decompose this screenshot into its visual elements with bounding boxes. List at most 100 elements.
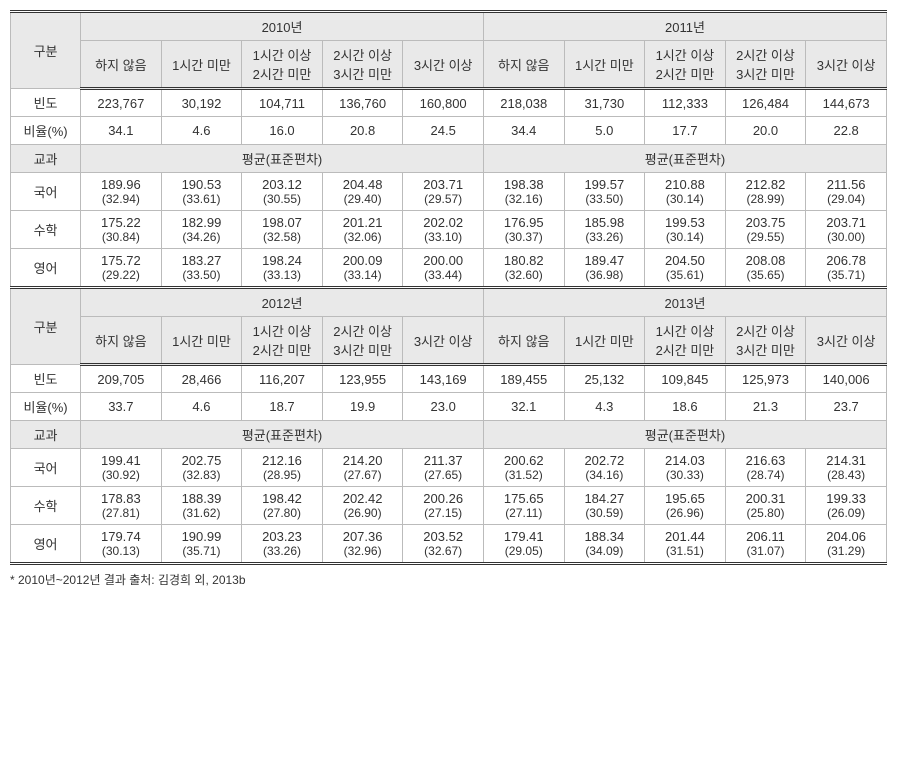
bucket-4: 3시간 이상 [806,317,887,365]
cell: 201.21(32.06) [322,211,403,249]
cell: 190.53(33.61) [161,173,242,211]
row-pct-label: 비율(%) [11,117,81,145]
cell: 182.99(34.26) [161,211,242,249]
cell: 104,711 [242,89,323,117]
cell: 180.82(32.60) [483,249,564,288]
cell: 214.03(30.33) [645,449,726,487]
cell: 203.23(33.26) [242,525,323,564]
bucket-1: 1시간 미만 [161,41,242,89]
cell: 208.08(35.65) [725,249,806,288]
cell: 21.3 [725,393,806,421]
mean-sd-header: 평균(표준편차) [81,421,484,449]
bucket-4: 3시간 이상 [806,41,887,89]
bucket-1: 1시간 미만 [564,41,645,89]
cell: 188.34(34.09) [564,525,645,564]
header-gubun: 구분 [11,288,81,365]
cell: 179.74(30.13) [81,525,162,564]
cell: 176.95(30.37) [483,211,564,249]
cell: 123,955 [322,365,403,393]
cell: 20.8 [322,117,403,145]
cell: 190.99(35.71) [161,525,242,564]
cell: 212.16(28.95) [242,449,323,487]
cell: 32.1 [483,393,564,421]
cell: 34.1 [81,117,162,145]
bucket-3: 2시간 이상3시간 미만 [322,317,403,365]
bucket-3: 2시간 이상3시간 미만 [725,317,806,365]
cell: 17.7 [645,117,726,145]
row-math-label: 수학 [11,487,81,525]
cell: 24.5 [403,117,484,145]
row-korean-label: 국어 [11,173,81,211]
bucket-1: 1시간 미만 [564,317,645,365]
bucket-2: 1시간 이상2시간 미만 [242,317,323,365]
cell: 203.12(30.55) [242,173,323,211]
cell: 200.31(25.80) [725,487,806,525]
cell: 199.33(26.09) [806,487,887,525]
cell: 198.42(27.80) [242,487,323,525]
mean-sd-header: 평균(표준편차) [483,421,886,449]
cell: 200.62(31.52) [483,449,564,487]
cell: 210.88(30.14) [645,173,726,211]
header-gubun: 구분 [11,12,81,89]
cell: 189,455 [483,365,564,393]
cell: 28,466 [161,365,242,393]
cell: 18.7 [242,393,323,421]
row-freq-label: 빈도 [11,365,81,393]
cell: 16.0 [242,117,323,145]
bucket-2: 1시간 이상2시간 미만 [645,317,726,365]
cell: 209,705 [81,365,162,393]
cell: 189.47(36.98) [564,249,645,288]
cell: 22.8 [806,117,887,145]
cell: 199.41(30.92) [81,449,162,487]
cell: 20.0 [725,117,806,145]
bucket-1: 1시간 미만 [161,317,242,365]
cell: 198.38(32.16) [483,173,564,211]
cell: 203.71(30.00) [806,211,887,249]
cell: 195.65(26.96) [645,487,726,525]
mean-sd-header: 평균(표준편차) [81,145,484,173]
bucket-3: 2시간 이상3시간 미만 [322,41,403,89]
header-year-2010: 2010년 [81,12,484,41]
cell: 179.41(29.05) [483,525,564,564]
row-subject-label: 교과 [11,421,81,449]
cell: 212.82(28.99) [725,173,806,211]
cell: 5.0 [564,117,645,145]
cell: 223,767 [81,89,162,117]
cell: 211.56(29.04) [806,173,887,211]
cell: 178.83(27.81) [81,487,162,525]
bucket-0: 하지 않음 [483,41,564,89]
cell: 31,730 [564,89,645,117]
cell: 218,038 [483,89,564,117]
cell: 202.02(33.10) [403,211,484,249]
row-korean-label: 국어 [11,449,81,487]
cell: 23.0 [403,393,484,421]
footnote: * 2010년~2012년 결과 출처: 김경희 외, 2013b [10,571,887,588]
cell: 214.20(27.67) [322,449,403,487]
bucket-4: 3시간 이상 [403,317,484,365]
cell: 214.31(28.43) [806,449,887,487]
cell: 112,333 [645,89,726,117]
cell: 206.11(31.07) [725,525,806,564]
cell: 125,973 [725,365,806,393]
cell: 204.50(35.61) [645,249,726,288]
cell: 203.52(32.67) [403,525,484,564]
bucket-0: 하지 않음 [81,41,162,89]
cell: 204.06(31.29) [806,525,887,564]
cell: 200.00(33.44) [403,249,484,288]
cell: 175.22(30.84) [81,211,162,249]
cell: 202.42(26.90) [322,487,403,525]
bucket-2: 1시간 이상2시간 미만 [242,41,323,89]
cell: 144,673 [806,89,887,117]
cell: 140,006 [806,365,887,393]
row-english-label: 영어 [11,249,81,288]
cell: 4.6 [161,117,242,145]
cell: 199.53(30.14) [645,211,726,249]
cell: 109,845 [645,365,726,393]
mean-sd-header: 평균(표준편차) [483,145,886,173]
cell: 19.9 [322,393,403,421]
cell: 198.24(33.13) [242,249,323,288]
bucket-0: 하지 않음 [81,317,162,365]
cell: 160,800 [403,89,484,117]
cell: 116,207 [242,365,323,393]
cell: 4.6 [161,393,242,421]
